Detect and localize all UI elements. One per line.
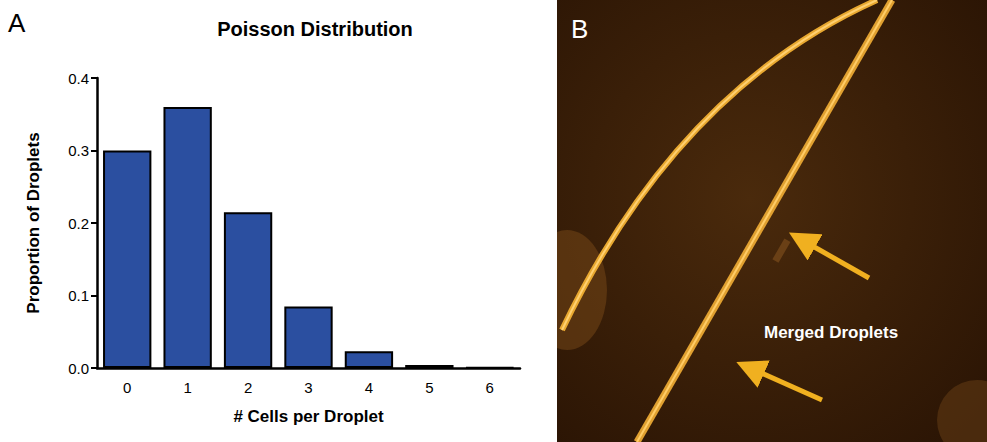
html-text:A: A xyxy=(8,8,26,38)
svg-text:0.2: 0.2 xyxy=(68,215,89,232)
svg-text:0.3: 0.3 xyxy=(68,142,89,159)
svg-text:1: 1 xyxy=(183,379,191,396)
svg-text:4: 4 xyxy=(365,379,373,396)
svg-text:0.4: 0.4 xyxy=(68,70,89,87)
svg-text:5: 5 xyxy=(425,379,433,396)
svg-text:0: 0 xyxy=(123,379,131,396)
svg-text:2: 2 xyxy=(244,379,252,396)
svg-text:B: B xyxy=(571,14,588,44)
svg-text:6: 6 xyxy=(486,379,494,396)
svg-text:# Cells per Droplet: # Cells per Droplet xyxy=(233,407,384,426)
svg-text:0.1: 0.1 xyxy=(68,287,89,304)
svg-text:Poisson Distribution: Poisson Distribution xyxy=(217,18,413,40)
svg-text:Merged Droplets: Merged Droplets xyxy=(764,323,898,342)
svg-text:Proportion of Droplets: Proportion of Droplets xyxy=(24,132,43,313)
svg-text:0.0: 0.0 xyxy=(68,360,89,377)
svg-text:3: 3 xyxy=(304,379,312,396)
